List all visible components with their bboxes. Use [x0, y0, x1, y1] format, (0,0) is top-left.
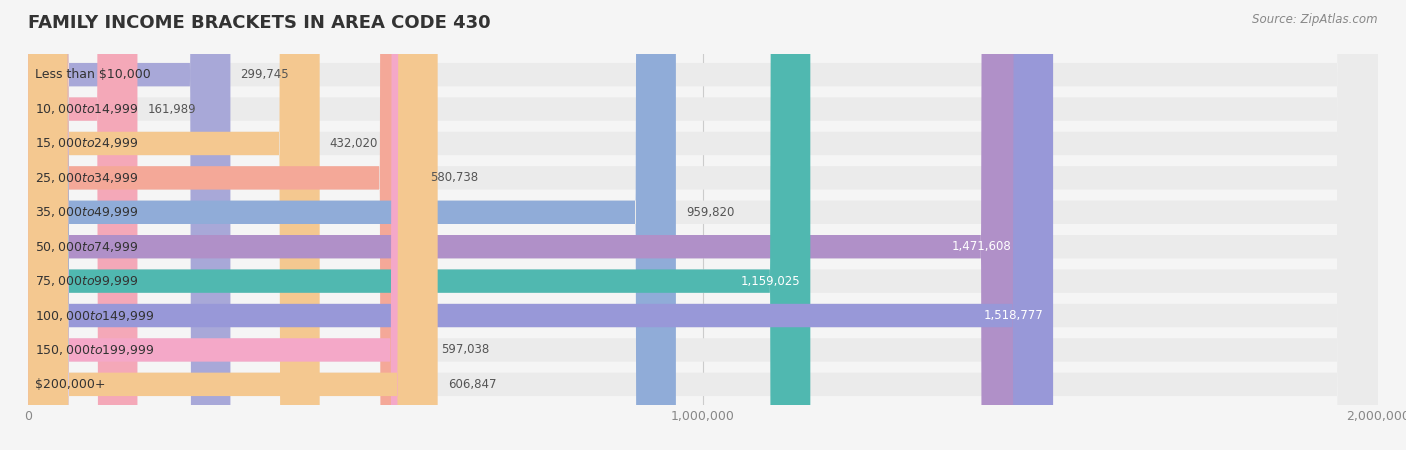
Text: 1,159,025: 1,159,025 — [741, 274, 800, 288]
FancyBboxPatch shape — [28, 0, 1378, 450]
Text: $15,000 to $24,999: $15,000 to $24,999 — [35, 136, 138, 150]
FancyBboxPatch shape — [28, 0, 1378, 450]
Text: $35,000 to $49,999: $35,000 to $49,999 — [35, 205, 138, 219]
FancyBboxPatch shape — [28, 0, 676, 450]
FancyBboxPatch shape — [28, 0, 1053, 450]
Text: 1,471,608: 1,471,608 — [952, 240, 1011, 253]
FancyBboxPatch shape — [28, 0, 1378, 450]
Text: 299,745: 299,745 — [240, 68, 290, 81]
FancyBboxPatch shape — [28, 0, 1378, 450]
Text: $75,000 to $99,999: $75,000 to $99,999 — [35, 274, 138, 288]
Text: 161,989: 161,989 — [148, 103, 197, 116]
Text: 432,020: 432,020 — [330, 137, 378, 150]
FancyBboxPatch shape — [28, 0, 1378, 450]
Text: 597,038: 597,038 — [441, 343, 489, 356]
Text: FAMILY INCOME BRACKETS IN AREA CODE 430: FAMILY INCOME BRACKETS IN AREA CODE 430 — [28, 14, 491, 32]
FancyBboxPatch shape — [28, 0, 138, 450]
FancyBboxPatch shape — [28, 0, 810, 450]
Text: 606,847: 606,847 — [447, 378, 496, 391]
Text: $10,000 to $14,999: $10,000 to $14,999 — [35, 102, 138, 116]
FancyBboxPatch shape — [28, 0, 1021, 450]
FancyBboxPatch shape — [28, 0, 420, 450]
Text: $100,000 to $149,999: $100,000 to $149,999 — [35, 309, 155, 323]
FancyBboxPatch shape — [28, 0, 319, 450]
Text: $150,000 to $199,999: $150,000 to $199,999 — [35, 343, 155, 357]
Text: $50,000 to $74,999: $50,000 to $74,999 — [35, 240, 138, 254]
Text: 959,820: 959,820 — [686, 206, 734, 219]
FancyBboxPatch shape — [28, 0, 1378, 450]
FancyBboxPatch shape — [28, 0, 231, 450]
FancyBboxPatch shape — [28, 0, 437, 450]
FancyBboxPatch shape — [28, 0, 1378, 450]
Text: $25,000 to $34,999: $25,000 to $34,999 — [35, 171, 138, 185]
FancyBboxPatch shape — [28, 0, 432, 450]
Text: 580,738: 580,738 — [430, 171, 478, 184]
FancyBboxPatch shape — [28, 0, 1378, 450]
Text: $200,000+: $200,000+ — [35, 378, 105, 391]
Text: Less than $10,000: Less than $10,000 — [35, 68, 150, 81]
Text: Source: ZipAtlas.com: Source: ZipAtlas.com — [1253, 14, 1378, 27]
Text: 1,518,777: 1,518,777 — [983, 309, 1043, 322]
FancyBboxPatch shape — [28, 0, 1378, 450]
FancyBboxPatch shape — [28, 0, 1378, 450]
